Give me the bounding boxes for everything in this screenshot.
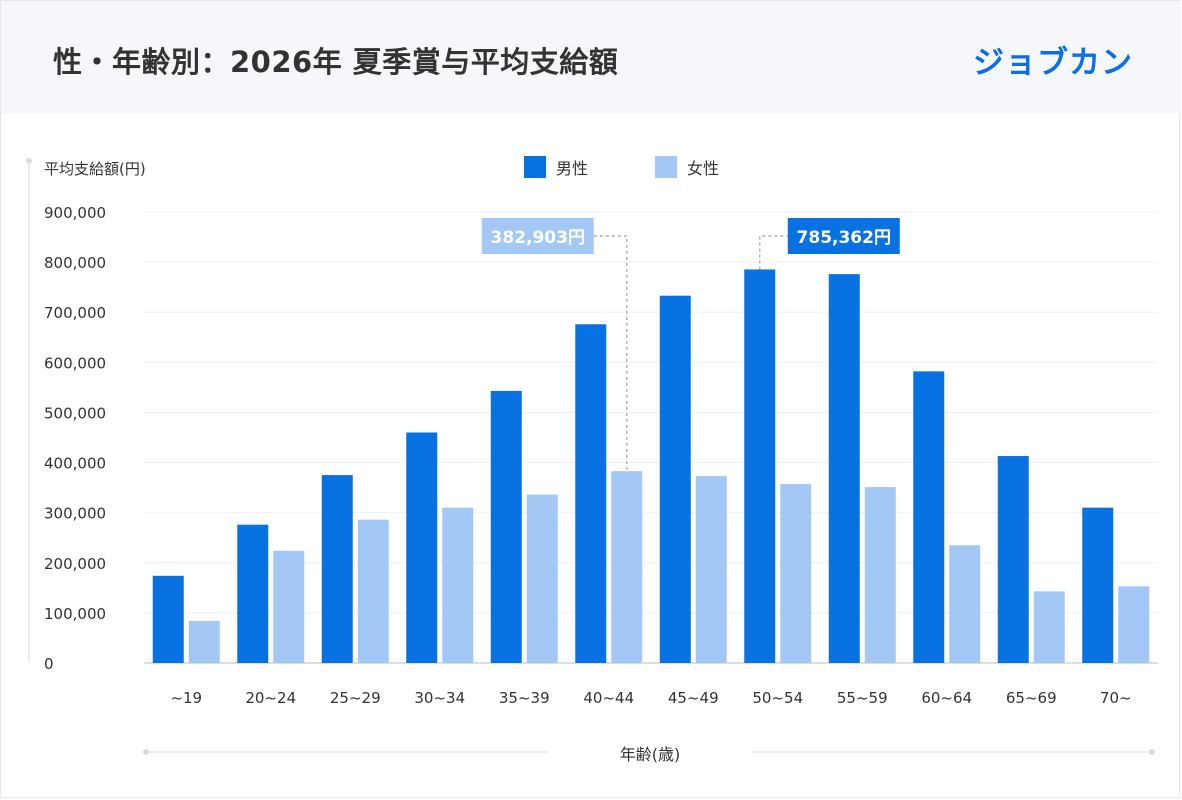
brand-logo: ジョブカン	[973, 45, 1133, 81]
bars	[152, 269, 1150, 663]
callout-leader-line	[759, 235, 788, 270]
y-tick-label: 800,000	[44, 254, 106, 272]
y-tick-label: 200,000	[44, 555, 106, 573]
bar-female	[357, 519, 389, 663]
callout-label: 785,362円	[797, 228, 891, 248]
page-title: 性・年齢別：2026年 夏季賞与平均支給額	[53, 45, 619, 79]
header: 性・年齢別：2026年 夏季賞与平均支給額 ジョブカン	[1, 1, 1181, 113]
bar-female	[1118, 586, 1150, 663]
legend-swatch	[524, 156, 546, 178]
x-tick-label: 40~44	[583, 689, 634, 707]
callout-label: 382,903円	[491, 228, 585, 248]
bar-female	[949, 545, 981, 663]
x-tick-label: 50~54	[752, 689, 803, 707]
bar-male	[406, 432, 438, 663]
y-tick-label: 500,000	[44, 404, 106, 422]
x-title-rule-cap	[1149, 749, 1155, 755]
callout-box	[787, 218, 900, 254]
bar-female	[442, 507, 474, 663]
x-tick-label: 65~69	[1006, 689, 1057, 707]
bar-male	[659, 295, 691, 663]
x-tick-label: 55~59	[837, 689, 888, 707]
y-tick-label: 0	[44, 655, 54, 673]
y-axis-line-cap	[26, 158, 32, 164]
x-tick-label: 70~	[1100, 689, 1132, 707]
bar-male	[490, 390, 522, 663]
legend-label: 女性	[687, 159, 719, 178]
legend-swatch	[655, 156, 677, 178]
bar-female	[1033, 591, 1065, 663]
bar-female	[526, 494, 558, 663]
legend: 男性 女性	[524, 156, 719, 178]
y-axis-ticks: 0 100,000 200,000 300,000 400,000 500,000 600,…	[44, 204, 106, 673]
bar-female	[273, 550, 305, 663]
bar-male	[237, 524, 269, 663]
x-axis-ticks: ~19 20~24 25~29 30~34 35~39 40~44 45~49 50~54 55…	[170, 689, 1131, 707]
bar-male	[152, 575, 184, 663]
x-axis-label: 年齢(歳)	[620, 745, 681, 764]
bar-female	[864, 487, 896, 663]
bar-female	[611, 471, 643, 663]
gridlines	[26, 158, 1158, 664]
y-tick-label: 600,000	[44, 354, 106, 372]
y-axis-label: 平均支給額(円)	[44, 160, 146, 178]
bar-male	[997, 456, 1029, 663]
y-tick-label: 900,000	[44, 204, 106, 222]
bar-male	[828, 274, 860, 663]
x-tick-label: 30~34	[414, 689, 465, 707]
y-tick-label: 400,000	[44, 455, 106, 473]
x-tick-label: 60~64	[921, 689, 972, 707]
bar-male	[321, 475, 353, 663]
x-tick-label: 45~49	[668, 689, 719, 707]
x-axis-title-decoration	[143, 749, 1155, 755]
bar-male	[913, 371, 945, 663]
bar-female	[188, 620, 220, 663]
x-tick-label: 35~39	[499, 689, 550, 707]
x-tick-label: ~19	[170, 689, 202, 707]
callout-box	[481, 218, 594, 254]
x-tick-label: 25~29	[330, 689, 381, 707]
bar-male	[744, 269, 776, 663]
y-tick-label: 300,000	[44, 505, 106, 523]
callouts: 382,903円 785,362円	[481, 218, 900, 472]
y-tick-label: 100,000	[44, 605, 106, 623]
bar-male	[1082, 507, 1114, 663]
bar-male	[575, 324, 607, 663]
y-tick-label: 700,000	[44, 304, 106, 322]
bar-female	[695, 476, 727, 663]
callout-leader-line	[593, 235, 628, 472]
x-title-rule-cap	[143, 749, 149, 755]
legend-label: 男性	[556, 159, 588, 178]
x-tick-label: 20~24	[245, 689, 296, 707]
bar-female	[780, 484, 812, 663]
